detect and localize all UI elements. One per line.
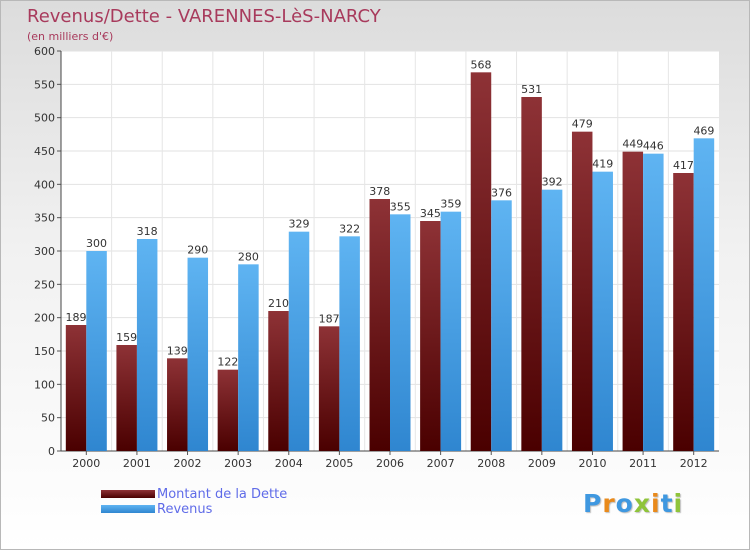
x-tick-label: 2012 [680,457,708,470]
data-label-dette: 189 [66,311,87,324]
bar-dette [65,325,87,451]
logo-letter: o [615,489,634,518]
legend-swatch-dette [101,490,155,498]
y-tick-label: 0 [48,445,55,458]
data-label-revenus: 290 [187,244,208,257]
data-label-dette: 479 [572,118,593,131]
bar-dette [420,221,441,451]
x-tick-label: 2011 [629,457,657,470]
bar-revenus [86,251,107,451]
x-tick-label: 2003 [224,457,252,470]
chart-subtitle: (en milliers d'€) [27,30,114,43]
logo-letter: i [651,489,661,518]
y-tick-label: 600 [34,45,55,58]
data-label-dette: 122 [217,356,238,369]
data-label-dette: 378 [369,185,390,198]
data-label-revenus: 376 [491,186,512,199]
data-label-revenus: 322 [339,222,360,235]
data-label-dette: 159 [116,331,137,344]
data-label-dette: 417 [673,159,694,172]
y-tick-label: 150 [34,345,55,358]
bar-revenus [238,264,259,451]
bar-dette [318,326,340,451]
bar-dette [268,311,289,451]
bar-revenus [693,138,715,452]
data-label-revenus: 280 [238,250,259,263]
bar-revenus [541,189,563,451]
legend-label-revenus: Revenus [157,502,213,517]
chart-title: Revenus/Dette - VARENNES-LèS-NARCY [27,6,381,27]
y-tick-label: 200 [34,312,55,325]
bar-revenus [440,211,462,451]
logo-letter: P [583,489,603,518]
bar-dette [673,173,694,451]
data-labels: 1893001593181392901222802103291873223783… [66,58,715,368]
data-label-revenus: 419 [592,158,613,171]
logo-letter: r [602,489,616,518]
y-tick-label: 450 [34,145,55,158]
y-tick-label: 500 [34,112,55,125]
y-tick-label: 300 [34,245,55,258]
legend-swatch-revenus [101,505,155,513]
x-tick-label: 2006 [376,457,404,470]
bar-revenus [592,171,613,451]
y-tick-label: 100 [34,378,55,391]
x-tick-label: 2000 [72,457,100,470]
data-label-dette: 210 [268,297,289,310]
data-label-revenus: 329 [289,218,310,231]
y-tick-label: 550 [34,78,55,91]
x-tick-label: 2005 [325,457,353,470]
data-label-revenus: 359 [440,198,461,211]
bar-dette [521,97,542,451]
bars [65,72,715,452]
bar-revenus [491,200,512,451]
data-label-dette: 568 [470,58,491,71]
y-tick-label: 50 [41,412,55,425]
data-label-dette: 187 [319,312,340,325]
proxiti-logo: Proxiti [583,489,683,518]
bar-dette [369,199,390,451]
legend-label-dette: Montant de la Dette [157,487,288,502]
logo-letter: i [673,489,684,518]
bar-revenus [390,214,411,451]
data-label-dette: 345 [420,207,441,220]
x-tick-label: 2007 [427,457,455,470]
bar-dette [116,345,137,451]
x-tick-label: 2002 [174,457,202,470]
x-tick-label: 2001 [123,457,151,470]
data-label-revenus: 355 [390,200,411,213]
bar-dette [622,151,644,451]
bar-revenus [643,153,664,451]
bar-dette [217,369,239,451]
data-label-revenus: 300 [86,237,107,250]
bar-dette [167,358,188,451]
y-tick-label: 400 [34,178,55,191]
bar-revenus [339,236,360,451]
logo-letter: x [633,489,651,518]
bar-dette [571,131,593,451]
x-tick-label: 2010 [578,457,606,470]
data-label-revenus: 446 [643,140,664,153]
bar-dette [470,72,492,451]
bar-revenus [288,231,310,451]
axes: 0 50 100 150 200 250 300 350 400 450 500 550 600 2000… [34,45,719,470]
bar-revenus [187,257,209,451]
x-tick-label: 2004 [275,457,303,470]
data-label-revenus: 469 [693,124,714,137]
x-tick-label: 2008 [477,457,505,470]
bar-revenus [136,239,158,451]
data-label-dette: 449 [622,138,643,151]
data-label-revenus: 318 [137,225,158,238]
data-label-revenus: 392 [542,176,563,189]
x-tick-label: 2009 [528,457,556,470]
y-tick-label: 250 [34,278,55,291]
data-label-dette: 139 [167,344,188,357]
y-tick-label: 350 [34,212,55,225]
data-label-dette: 531 [521,83,542,96]
logo-letter: t [660,489,674,518]
